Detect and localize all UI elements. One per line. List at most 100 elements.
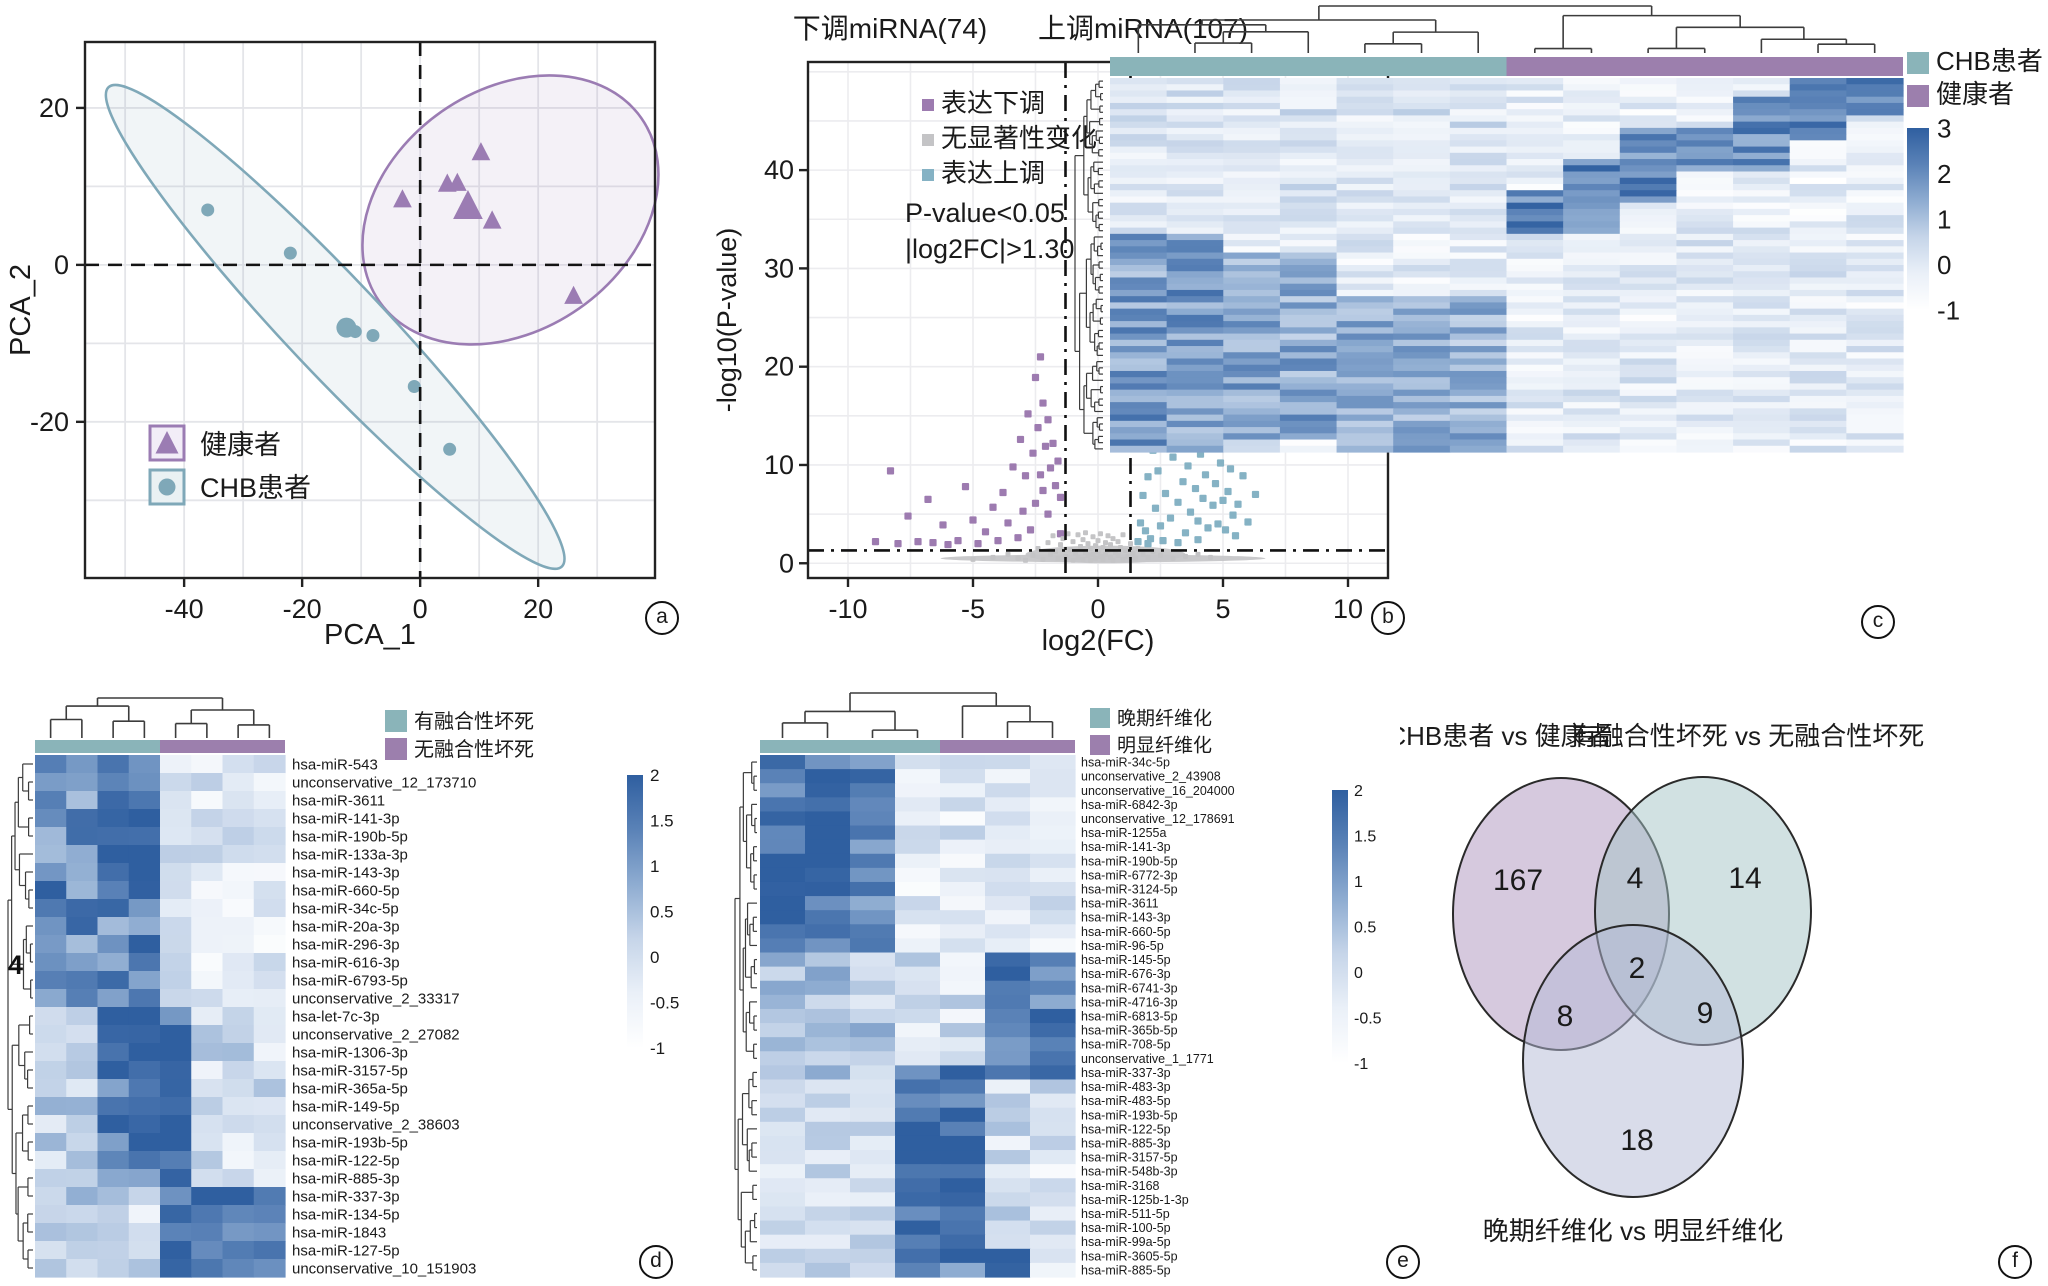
colorbar-tick-label: 1	[1937, 204, 1951, 234]
pca-point-triangle	[447, 172, 467, 191]
legend-label-ns: 无显著性变化	[941, 123, 1097, 153]
pca-point-circle	[366, 329, 380, 343]
volcano-point	[1191, 484, 1200, 493]
volcano-point	[1184, 462, 1192, 470]
row-label: hsa-miR-99a-5p	[1081, 1235, 1171, 1249]
row-label: unconservative_2_27082	[292, 1026, 460, 1043]
volcano-legend: 表达下调 无显著性变化 表达上调 P-value<0.05 |log2FC|>1…	[905, 88, 1097, 264]
volcano-point	[1048, 551, 1053, 557]
volcano-point	[1151, 504, 1160, 512]
y-tick-label: 40	[764, 155, 794, 185]
volcano-point	[1016, 435, 1025, 444]
volcano-point	[1095, 538, 1101, 544]
row-label: hsa-miR-3611	[292, 792, 385, 809]
volcano-point	[1144, 540, 1152, 548]
volcano-point	[1140, 551, 1146, 557]
colorbar-tick-label: 2	[1937, 159, 1951, 189]
panel-label-e: e	[1386, 1245, 1420, 1279]
legend-swatch	[385, 738, 407, 760]
volcano-point	[871, 538, 880, 546]
x-tick-label: -5	[961, 594, 985, 624]
row-label: hsa-miR-6842-3p	[1081, 798, 1178, 812]
volcano-point	[1115, 539, 1121, 545]
y-tick-label: 0	[54, 250, 69, 280]
volcano-point	[1051, 482, 1060, 490]
volcano-point	[1075, 554, 1081, 560]
volcano-point	[1136, 519, 1145, 527]
row-label: hsa-miR-3168	[1081, 1179, 1160, 1193]
circle-marker-icon	[158, 478, 176, 496]
row-labels: hsa-miR-34c-5punconservative_2_43908unco…	[1081, 756, 1235, 1278]
x-tick-label: -20	[283, 594, 322, 624]
venn-circle-fibrosis	[1522, 924, 1744, 1198]
colorbar-tick-label: 2	[1354, 783, 1363, 800]
panel-label-a: a	[645, 601, 679, 635]
volcano-point	[1080, 537, 1086, 543]
legend-swatch	[385, 710, 407, 732]
venn-count-set2: 14	[1728, 862, 1761, 895]
colorbar-tick-label: 1.5	[650, 812, 674, 831]
y-tick-label: 20	[39, 93, 69, 123]
volcano-point	[1098, 531, 1103, 537]
triangle-marker-icon	[155, 431, 179, 454]
volcano-point	[1100, 556, 1106, 562]
x-tick-label: 0	[413, 594, 428, 624]
heatmap-e-canvas: hsa-miR-34c-5punconservative_2_43908unco…	[734, 692, 1382, 1278]
legend-swatch	[1907, 85, 1929, 107]
volcano-point	[1128, 541, 1133, 547]
legend-label: CHB患者	[1936, 46, 2043, 76]
colorbar-tick-label: 0	[1937, 250, 1951, 280]
threshold-pvalue-text: P-value<0.05	[905, 198, 1065, 228]
volcano-point	[1170, 555, 1176, 561]
row-label: hsa-miR-483-3p	[1081, 1080, 1171, 1094]
volcano-point	[1070, 557, 1076, 563]
pca-point-triangle	[393, 189, 412, 208]
volcano-point	[1045, 540, 1051, 546]
row-label: unconservative_16_204000	[1081, 784, 1235, 798]
volcano-point	[1221, 526, 1230, 534]
row-label: hsa-miR-3157-5p	[1081, 1151, 1178, 1165]
x-tick-label: -40	[165, 594, 204, 624]
volcano-point	[1211, 480, 1220, 488]
volcano-point	[1024, 410, 1032, 418]
volcano-point	[1123, 547, 1128, 553]
row-label: hsa-miR-20a-3p	[292, 918, 400, 935]
row-label: hsa-miR-708-5p	[1081, 1038, 1171, 1052]
venn-count-set1: 167	[1493, 864, 1543, 897]
row-label: unconservative_2_43908	[1081, 770, 1221, 784]
row-label: hsa-miR-134-5p	[292, 1206, 400, 1223]
annotation-strip	[760, 740, 1075, 753]
legend-swatch-ns	[922, 134, 934, 146]
row-label: hsa-miR-6813-5p	[1081, 1010, 1178, 1024]
row-label: hsa-miR-127-5p	[292, 1242, 400, 1259]
legend-swatch-up	[922, 169, 934, 181]
panel-c-heatmap: CHB患者 健康者 3 2 1 0 -1	[1060, 0, 2048, 470]
volcano-point	[1019, 507, 1027, 515]
colorbar-tick-label: -0.5	[1354, 1010, 1382, 1027]
volcano-point	[1030, 552, 1036, 558]
row-label: hsa-miR-548b-3p	[1081, 1165, 1178, 1179]
colorbar: 3 2 1 0 -1	[1907, 113, 1960, 325]
y-tick-label: 30	[764, 253, 794, 283]
volcano-point	[1029, 449, 1037, 457]
panel-d-heatmap: hsa-miR-543 unconservative_12_173710 hsa-m…	[0, 690, 700, 1286]
volcano-point	[1036, 471, 1045, 479]
colorbar-tick-label: 3	[1937, 113, 1951, 143]
row-label: unconservative_2_33317	[292, 990, 460, 1007]
volcano-point	[939, 521, 947, 529]
row-label: hsa-miR-3157-5p	[292, 1062, 408, 1079]
pca-point-triangle	[564, 285, 583, 304]
y-axis-title: PCA_2	[5, 264, 37, 356]
row-label: unconservative_1_1771	[1081, 1052, 1214, 1066]
annotation-strip	[35, 740, 285, 753]
volcano-titles: 下调miRNA(74) 上调miRNA(107)	[793, 13, 1248, 44]
volcano-point	[1005, 551, 1011, 557]
volcano-point	[1073, 550, 1078, 556]
volcano-point	[990, 554, 996, 560]
legend-label: 有融合性坏死	[414, 710, 534, 733]
row-label: hsa-miR-3124-5p	[1081, 883, 1178, 897]
volcano-point	[1183, 553, 1188, 559]
